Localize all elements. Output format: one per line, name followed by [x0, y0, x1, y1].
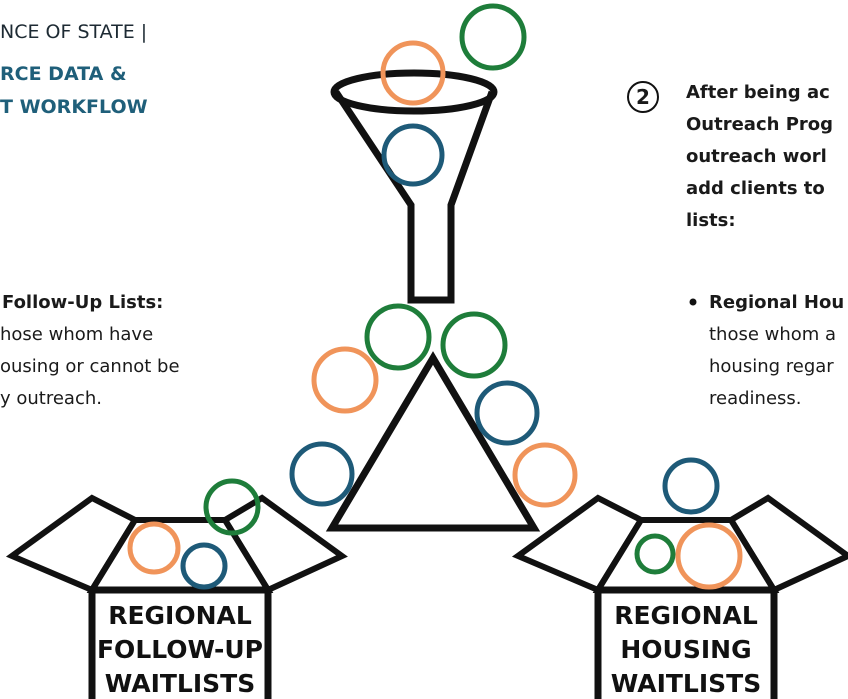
diagram: NCE OF STATE | RCE DATA & T WORKFLOW 2 A…	[0, 0, 848, 699]
step-text: add clients to	[686, 178, 825, 199]
step-text: lists:	[686, 210, 736, 231]
header-line: RCE DATA &	[0, 63, 127, 85]
box-label: REGIONAL	[614, 601, 758, 630]
bullet-text: those whom a	[709, 324, 836, 345]
step-text: Outreach Prog	[686, 114, 833, 135]
step-number: 2	[636, 85, 650, 109]
box-label: HOUSING	[620, 635, 751, 664]
note-text: Follow-Up Lists:	[2, 292, 163, 313]
box-label: WAITLISTS	[105, 669, 255, 698]
step-text: outreach worl	[686, 146, 827, 167]
note-text: hose whom have	[0, 324, 153, 345]
bullet-text: housing regar	[709, 356, 834, 377]
bullet-dot	[690, 299, 697, 306]
box-label: REGIONAL	[108, 601, 252, 630]
note-text: y outreach.	[0, 388, 102, 409]
bullet-text: readiness.	[709, 388, 802, 409]
header-line: NCE OF STATE |	[0, 21, 147, 43]
header-line: T WORKFLOW	[0, 96, 148, 118]
box-label: FOLLOW-UP	[97, 635, 263, 664]
step-text: After being ac	[686, 82, 830, 103]
note-text: ousing or cannot be	[0, 356, 180, 377]
bullet-text: Regional Hou	[709, 292, 844, 313]
box-label: WAITLISTS	[611, 669, 761, 698]
